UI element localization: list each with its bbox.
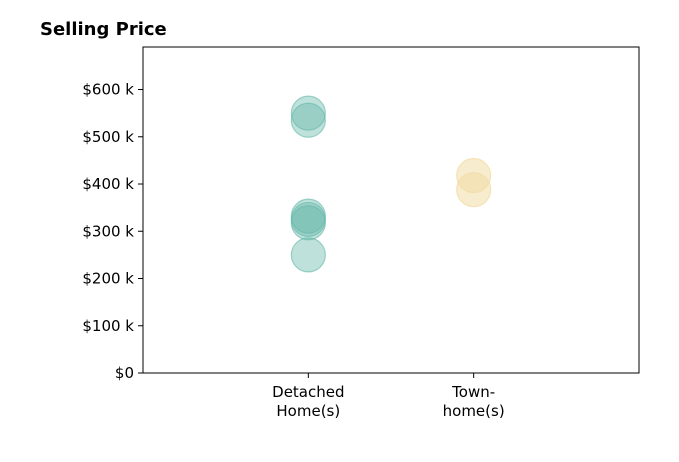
y-tick-label: $300 k: [82, 222, 134, 240]
x-tick-label: Town-home(s): [443, 383, 505, 420]
y-tick-label: $100 k: [82, 317, 134, 335]
x-tick-label-line: home(s): [443, 402, 505, 420]
x-tick-label: Detached Home(s): [272, 383, 344, 420]
y-tick-label: $0: [115, 364, 134, 382]
y-tick-label: $500 k: [82, 128, 134, 146]
data-point: [290, 95, 326, 131]
chart-title: Selling Price: [40, 19, 167, 40]
y-tick-label: $200 k: [82, 270, 134, 288]
data-point: [290, 237, 326, 273]
data-point: [456, 172, 492, 208]
data-points: [290, 95, 492, 273]
y-tick-label: $400 k: [82, 175, 134, 193]
data-point: [290, 102, 326, 138]
y-tick-label: $600 k: [82, 81, 134, 99]
data-point: [290, 205, 326, 241]
x-tick-label-line: Home(s): [276, 402, 340, 420]
plot-frame: [142, 46, 640, 374]
x-tick-label-line: Town-: [451, 383, 495, 401]
y-axis: $0 $100 k $200 k $300 k $400 k $500 k $600 k: [82, 81, 143, 382]
x-tick-label-line: Detached: [272, 383, 344, 401]
x-axis: Detached Home(s) Town-home(s): [272, 373, 505, 420]
